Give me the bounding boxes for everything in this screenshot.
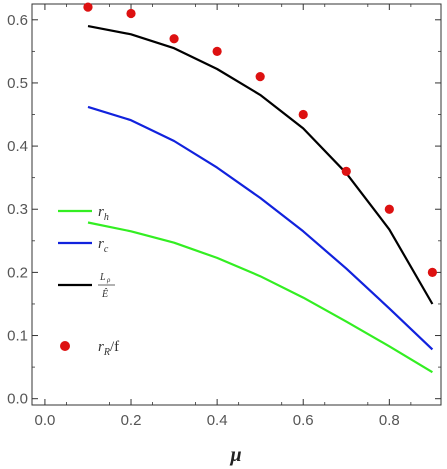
- x-axis-title: μ: [229, 444, 241, 466]
- data-point-rR: [341, 166, 351, 176]
- legend-label-suffix: /f: [110, 339, 119, 355]
- y-tick-label: 0.3: [7, 201, 28, 218]
- x-tick-label: 0.0: [34, 412, 55, 429]
- legend-swatch-rR: [60, 341, 70, 351]
- legend-label-main: r: [98, 339, 104, 355]
- legend-label-rR: rR/f: [98, 339, 119, 358]
- y-tick-label: 0.6: [7, 12, 28, 29]
- axis-ticks: 0.0 0.2 0.4 0.6 0.8 0.0 0.1 0.2 0.3 0.4 0.5 0.6: [7, 4, 441, 429]
- series-line-rh: [87, 221, 433, 374]
- y-tick-label: 0.2: [7, 264, 28, 281]
- legend-label-sub: R: [103, 347, 110, 358]
- data-point-rR: [212, 46, 222, 56]
- legend-label-sub: c: [104, 244, 109, 255]
- legend-label-sub: h: [104, 212, 109, 223]
- data-point-rR: [255, 72, 265, 82]
- plot-frame: [31, 3, 442, 406]
- legend-label-rc: rc: [98, 236, 109, 255]
- legend-numerator: L: [99, 272, 106, 283]
- y-tick-label: 0.0: [7, 391, 28, 408]
- legend-label-main: r: [98, 236, 104, 252]
- data-point-rR: [384, 204, 394, 214]
- y-tick-label: 0.4: [7, 138, 28, 155]
- x-tick-label: 0.8: [379, 412, 400, 429]
- legend-denominator: Ê: [101, 288, 108, 300]
- data-point-rR: [169, 34, 179, 44]
- x-tick-label: 0.2: [121, 412, 142, 429]
- series-line-lrho: [87, 25, 434, 305]
- y-tick-label: 0.1: [7, 328, 28, 345]
- y-tick-label: 0.5: [7, 75, 28, 92]
- legend-numerator-sub: ρ: [106, 276, 111, 284]
- x-tick-label: 0.4: [207, 412, 228, 429]
- series-line-rc: [87, 105, 434, 351]
- legend-label-rh: rh: [98, 204, 109, 223]
- legend-label-main: r: [98, 204, 104, 220]
- data-point-rR: [83, 2, 93, 12]
- data-point-rR: [427, 267, 437, 277]
- data-point-rR: [298, 109, 308, 120]
- series-layer: [83, 2, 437, 374]
- x-tick-label: 0.6: [293, 412, 314, 429]
- data-point-rR: [126, 8, 136, 19]
